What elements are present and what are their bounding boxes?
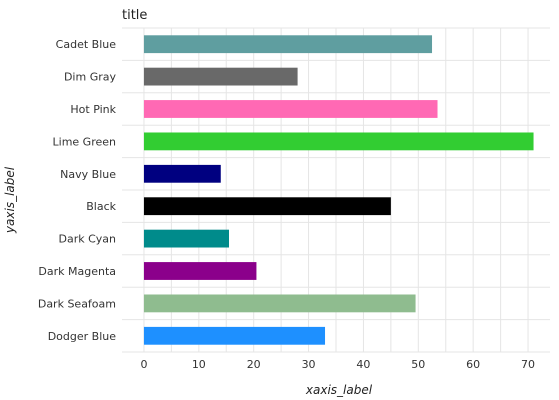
x-tick-labels: 0 10 20 30 40 50 60 70 (140, 358, 535, 371)
bars (143, 35, 534, 345)
bar (143, 132, 534, 151)
x-tick-label: 0 (140, 358, 147, 371)
y-tick-label: Navy Blue (60, 168, 116, 181)
y-tick-labels: Dodger Blue Dark Seafoam Dark Magenta Dark … (38, 38, 117, 343)
x-axis-label: xaxis_label (305, 383, 373, 397)
bar (143, 294, 416, 313)
bar (143, 229, 229, 248)
x-tick-label: 40 (356, 358, 370, 371)
y-tick-label: Dark Cyan (58, 233, 116, 246)
chart-title: title (122, 8, 147, 23)
y-tick-label: Lime Green (53, 135, 117, 148)
y-tick-label: Dark Magenta (38, 265, 116, 278)
y-tick-label: Dark Seafoam (38, 297, 116, 310)
x-tick-label: 50 (411, 358, 425, 371)
bar (143, 262, 257, 280)
bar (143, 35, 433, 54)
y-tick-label: Dim Gray (64, 71, 117, 84)
y-tick-label: Black (86, 200, 116, 213)
bar (143, 164, 221, 183)
x-tick-label: 60 (466, 358, 480, 371)
y-tick-label: Hot Pink (70, 103, 116, 116)
bar (143, 326, 326, 345)
y-axis-label: yaxis_label (3, 166, 17, 234)
x-tick-label: 10 (192, 358, 206, 371)
y-tick-label: Cadet Blue (56, 38, 117, 51)
y-tick-label: Dodger Blue (48, 330, 117, 343)
bar (143, 197, 391, 216)
bar (143, 100, 438, 118)
x-tick-label: 70 (521, 358, 535, 371)
x-tick-label: 30 (302, 358, 316, 371)
bar (143, 67, 298, 86)
x-tick-label: 20 (247, 358, 261, 371)
